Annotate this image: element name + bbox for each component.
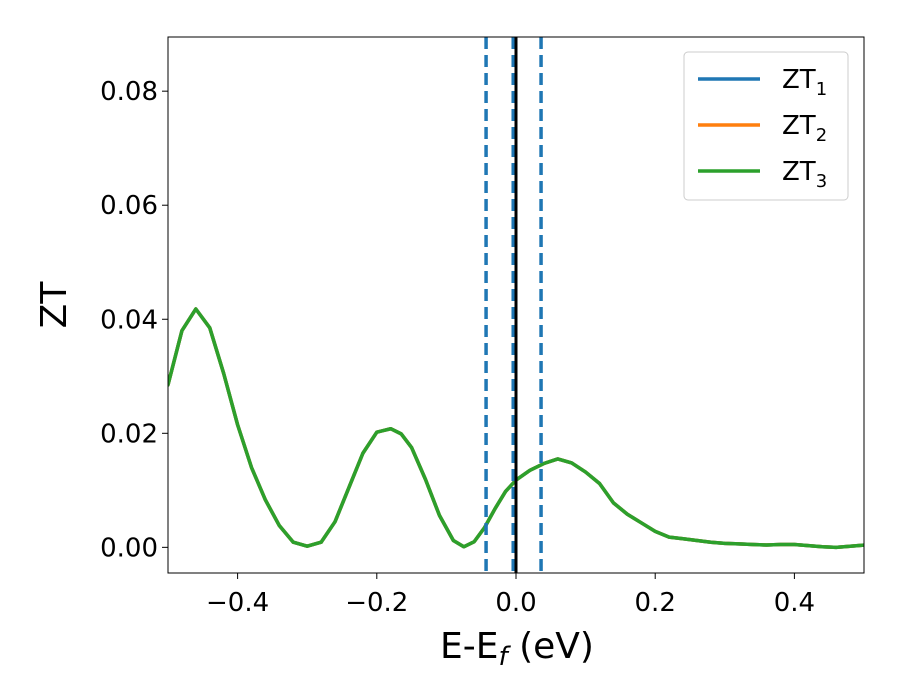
legend-label-zt2: ZT2 bbox=[782, 111, 827, 146]
x-axis-title-main: E-E bbox=[440, 626, 498, 667]
plot-area bbox=[168, 37, 864, 573]
x-tick-label: 0.0 bbox=[495, 588, 536, 618]
y-axis-title: ZT bbox=[34, 281, 75, 329]
x-tick-label: 0.2 bbox=[635, 588, 676, 618]
legend-box bbox=[683, 51, 849, 201]
x-tick-label: 0.4 bbox=[774, 588, 815, 618]
legend-label-zt3: ZT3 bbox=[782, 157, 827, 192]
x-axis-title-unit: (eV) bbox=[508, 626, 594, 667]
legend-label-zt1: ZT1 bbox=[782, 65, 827, 100]
y-tick-label: 0.08 bbox=[100, 77, 158, 107]
y-tick-label: 0.06 bbox=[100, 191, 158, 221]
legend: ZT1 ZT2 ZT3 bbox=[683, 51, 849, 201]
series-line-zt3 bbox=[168, 307, 864, 550]
axes: −0.4 −0.2 0.0 0.2 0.4 0.00 0.02 0.04 0.06 0.08 bbox=[100, 77, 815, 618]
y-tick-label: 0.04 bbox=[100, 305, 158, 335]
x-tick-label: −0.2 bbox=[345, 588, 408, 618]
x-tick-label: −0.4 bbox=[206, 588, 269, 618]
y-tick-label: 0.00 bbox=[100, 533, 158, 563]
x-axis-title: E-Ef (eV) bbox=[440, 626, 594, 672]
y-tick-label: 0.02 bbox=[100, 419, 158, 449]
